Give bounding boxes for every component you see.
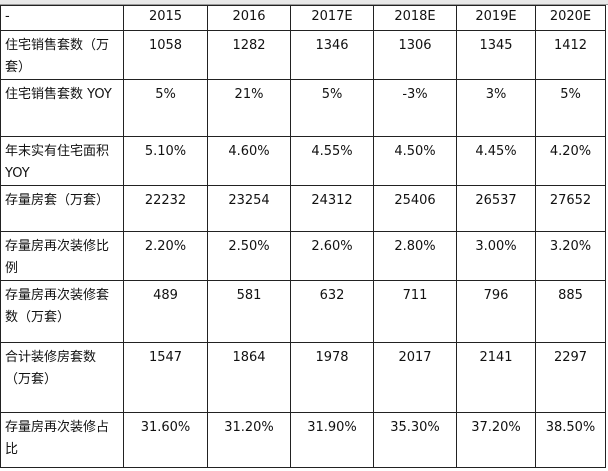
cell: 2.60%: [290, 231, 374, 281]
table-row: 住宅销售套数（万套） 1058 1282 1346 1306 1345 1412: [0, 30, 606, 80]
cell: 31.60%: [123, 412, 208, 468]
cell: 25406: [373, 185, 457, 232]
cell: 489: [123, 280, 208, 343]
cell: 2017E: [290, 5, 374, 31]
cell: 1282: [207, 30, 291, 80]
cell: 4.55%: [290, 136, 374, 186]
row-label: 住宅销售套数（万套）: [0, 30, 124, 80]
row-label: 合计装修房套数（万套）: [0, 342, 124, 413]
cell: 4.50%: [373, 136, 457, 186]
cell: 37.20%: [456, 412, 536, 468]
cell: 1345: [456, 30, 536, 80]
table-row: 住宅销售套数 YOY 5% 21% 5% -3% 3% 5%: [0, 79, 606, 137]
cell: 2015: [123, 5, 208, 31]
row-label: 住宅销售套数 YOY: [0, 79, 124, 137]
table-row: 存量房套（万套） 22232 23254 24312 25406 26537 27652: [0, 185, 606, 232]
row-label: 存量房再次装修占比: [0, 412, 124, 468]
cell: 2.50%: [207, 231, 291, 281]
row-label: 存量房套（万套）: [0, 185, 124, 232]
cell: 1547: [123, 342, 208, 413]
cell: 3.00%: [456, 231, 536, 281]
cell: 1346: [290, 30, 374, 80]
cell: 3%: [456, 79, 536, 137]
spreadsheet-table: -2015 2016 2017E 2018E 2019E 2020E 住宅销售套数（万套） 1…: [0, 5, 606, 468]
cell: 711: [373, 280, 457, 343]
cell: 22232: [123, 185, 208, 232]
cell: 21%: [207, 79, 291, 137]
cell: 2297: [535, 342, 606, 413]
cell: 3.20%: [535, 231, 606, 281]
cell: 2141: [456, 342, 536, 413]
cell: 1306: [373, 30, 457, 80]
row-label: -: [0, 5, 124, 31]
cell: 27652: [535, 185, 606, 232]
cell: 31.20%: [207, 412, 291, 468]
cell: 2017: [373, 342, 457, 413]
cell: 2.20%: [123, 231, 208, 281]
cell: 4.60%: [207, 136, 291, 186]
cell: 26537: [456, 185, 536, 232]
table-row: 存量房再次装修占比 31.60% 31.20% 31.90% 35.30% 37.20% 3…: [0, 412, 606, 468]
cell: 1978: [290, 342, 374, 413]
cell: 581: [207, 280, 291, 343]
cell: 2019E: [456, 5, 536, 31]
table-row: 合计装修房套数（万套） 1547 1864 1978 2017 2141 2297: [0, 342, 606, 413]
cell: 885: [535, 280, 606, 343]
cell: 5%: [123, 79, 208, 137]
cell: 5%: [290, 79, 374, 137]
table-row: 年末实有住宅面积YOY 5.10% 4.60% 4.55% 4.50% 4.45% 4.20…: [0, 136, 606, 186]
cell: 38.50%: [535, 412, 606, 468]
cell: 2.80%: [373, 231, 457, 281]
cell: 4.20%: [535, 136, 606, 186]
cell: 1864: [207, 342, 291, 413]
cell: 1058: [123, 30, 208, 80]
row-label: 年末实有住宅面积YOY: [0, 136, 124, 186]
cell: 2020E: [535, 5, 606, 31]
cell: 2016: [207, 5, 291, 31]
cell: 5%: [535, 79, 606, 137]
cell: 23254: [207, 185, 291, 232]
cell: -3%: [373, 79, 457, 137]
cell: 796: [456, 280, 536, 343]
table-row: 存量房再次装修比例 2.20% 2.50% 2.60% 2.80% 3.00% 3.20%: [0, 231, 606, 281]
table-row: 存量房再次装修套数（万套） 489 581 632 711 796 885: [0, 280, 606, 343]
cell: 5.10%: [123, 136, 208, 186]
table-row: -2015 2016 2017E 2018E 2019E 2020E: [0, 5, 606, 31]
sheet-column-strip: [0, 0, 608, 5]
cell: 632: [290, 280, 374, 343]
cell: 2018E: [373, 5, 457, 31]
cell: 24312: [290, 185, 374, 232]
row-label: 存量房再次装修套数（万套）: [0, 280, 124, 343]
cell: 35.30%: [373, 412, 457, 468]
row-label: 存量房再次装修比例: [0, 231, 124, 281]
cell: 1412: [535, 30, 606, 80]
cell: 4.45%: [456, 136, 536, 186]
cell: 31.90%: [290, 412, 374, 468]
